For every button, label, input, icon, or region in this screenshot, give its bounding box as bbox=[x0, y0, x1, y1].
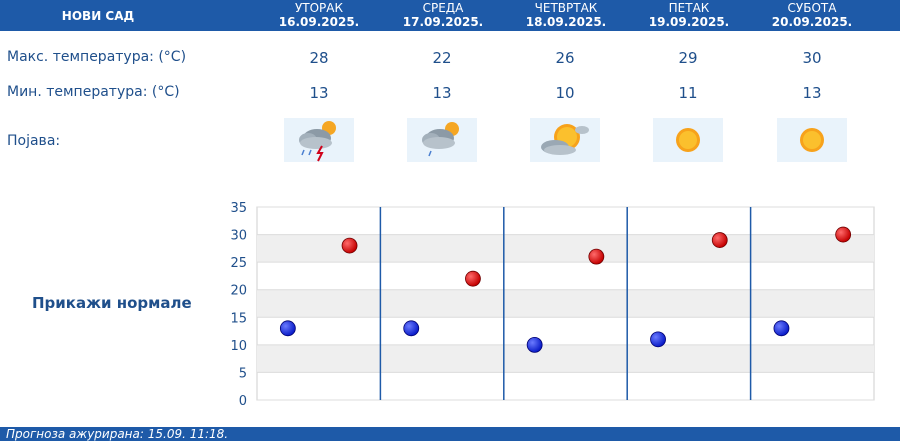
y-tick-label: 20 bbox=[230, 284, 247, 299]
city-name: НОВИ САД bbox=[61, 8, 135, 23]
y-tick-label: 15 bbox=[230, 311, 247, 326]
max-temp-point bbox=[711, 232, 728, 248]
min-temp-value: 11 bbox=[678, 84, 698, 102]
min-temp-point bbox=[650, 331, 666, 348]
forecast-header: НОВИ САД УТОРАК 16.09.2025. СРЕДА 17.09.… bbox=[0, 0, 900, 31]
max-temp-point bbox=[588, 248, 605, 265]
day-date: 19.09.2025. bbox=[648, 15, 730, 29]
day-name: СУБОТА bbox=[787, 1, 837, 15]
max-temp-value: 28 bbox=[309, 49, 329, 67]
day-name: СРЕДА bbox=[422, 1, 464, 15]
day-header-2: СРЕДА 17.09.2025. bbox=[383, 1, 503, 29]
cloudy-rain-icon bbox=[407, 118, 477, 162]
max-temp-value: 30 bbox=[802, 49, 822, 67]
temperature-chart: 0 5 10 15 20 25 30 35 bbox=[230, 201, 875, 408]
max-temp-value: 29 bbox=[678, 49, 698, 67]
y-tick-label: 5 bbox=[239, 366, 247, 381]
max-temp-label: Макс. температура: (°C) bbox=[7, 49, 187, 65]
day-date: 20.09.2025. bbox=[771, 15, 853, 29]
day-header-5: СУБОТА 20.09.2025. bbox=[752, 1, 872, 29]
grid-band bbox=[257, 344, 874, 373]
min-temp-label: Мин. температура: (°C) bbox=[7, 84, 180, 100]
max-temp-value: 22 bbox=[432, 49, 452, 67]
min-temp-point bbox=[403, 320, 420, 337]
thunderstorm-rain-icon bbox=[284, 118, 354, 162]
day-name: ПЕТАК bbox=[668, 1, 710, 15]
min-temp-point bbox=[279, 320, 296, 337]
sunny-icon bbox=[777, 118, 847, 162]
day-header-3: ЧЕТВРТАК 18.09.2025. bbox=[506, 1, 626, 29]
day-date: 16.09.2025. bbox=[278, 15, 360, 29]
day-date: 18.09.2025. bbox=[525, 15, 607, 29]
min-temp-value: 10 bbox=[555, 84, 575, 102]
y-tick-label: 10 bbox=[230, 339, 247, 354]
phenomenon-label: Појава: bbox=[7, 133, 61, 149]
min-temp-value: 13 bbox=[432, 84, 452, 102]
min-temp-value: 13 bbox=[802, 84, 822, 102]
sunny-icon bbox=[653, 118, 723, 162]
y-tick-label: 0 bbox=[239, 394, 247, 408]
max-temp-point bbox=[835, 226, 852, 243]
day-header-4: ПЕТАК 19.09.2025. bbox=[629, 1, 749, 29]
y-tick-label: 30 bbox=[230, 229, 247, 244]
day-header-1: УТОРАК 16.09.2025. bbox=[259, 1, 379, 29]
y-tick-label: 35 bbox=[230, 201, 247, 216]
grid-band bbox=[257, 289, 874, 318]
min-temp-point bbox=[773, 320, 790, 337]
max-temp-value: 26 bbox=[555, 49, 575, 67]
max-temp-point bbox=[465, 270, 481, 287]
min-temp-value: 13 bbox=[309, 84, 329, 102]
day-name: ЧЕТВРТАК bbox=[534, 1, 598, 15]
max-temp-point bbox=[341, 237, 358, 254]
grid-band bbox=[257, 234, 874, 263]
show-normals-link[interactable]: Прикажи нормале bbox=[32, 294, 192, 312]
forecast-updated: Прогноза ажурирана: 15.09. 11:18. bbox=[0, 427, 900, 441]
min-temp-point bbox=[526, 336, 543, 353]
partly-cloudy-icon bbox=[530, 118, 600, 162]
day-date: 17.09.2025. bbox=[402, 15, 484, 29]
y-tick-label: 25 bbox=[230, 256, 247, 271]
day-name: УТОРАК bbox=[294, 1, 344, 15]
